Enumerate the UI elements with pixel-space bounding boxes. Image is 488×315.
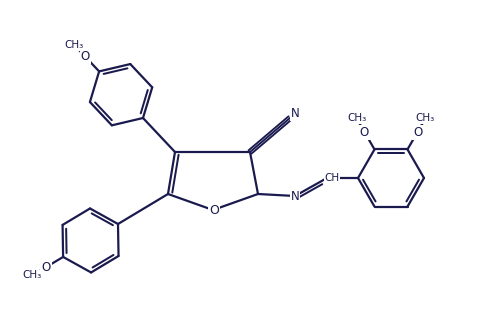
Text: O: O <box>81 50 90 63</box>
Text: O: O <box>41 261 50 274</box>
Text: N: N <box>290 190 299 203</box>
Text: N: N <box>290 107 299 120</box>
Text: CH₃: CH₃ <box>415 113 434 123</box>
Text: CH₃: CH₃ <box>22 271 42 280</box>
Text: O: O <box>359 126 368 139</box>
Text: CH: CH <box>324 173 339 183</box>
Text: O: O <box>412 126 421 139</box>
Text: CH₃: CH₃ <box>346 113 366 123</box>
Text: O: O <box>209 203 219 216</box>
Text: CH₃: CH₃ <box>65 40 84 50</box>
